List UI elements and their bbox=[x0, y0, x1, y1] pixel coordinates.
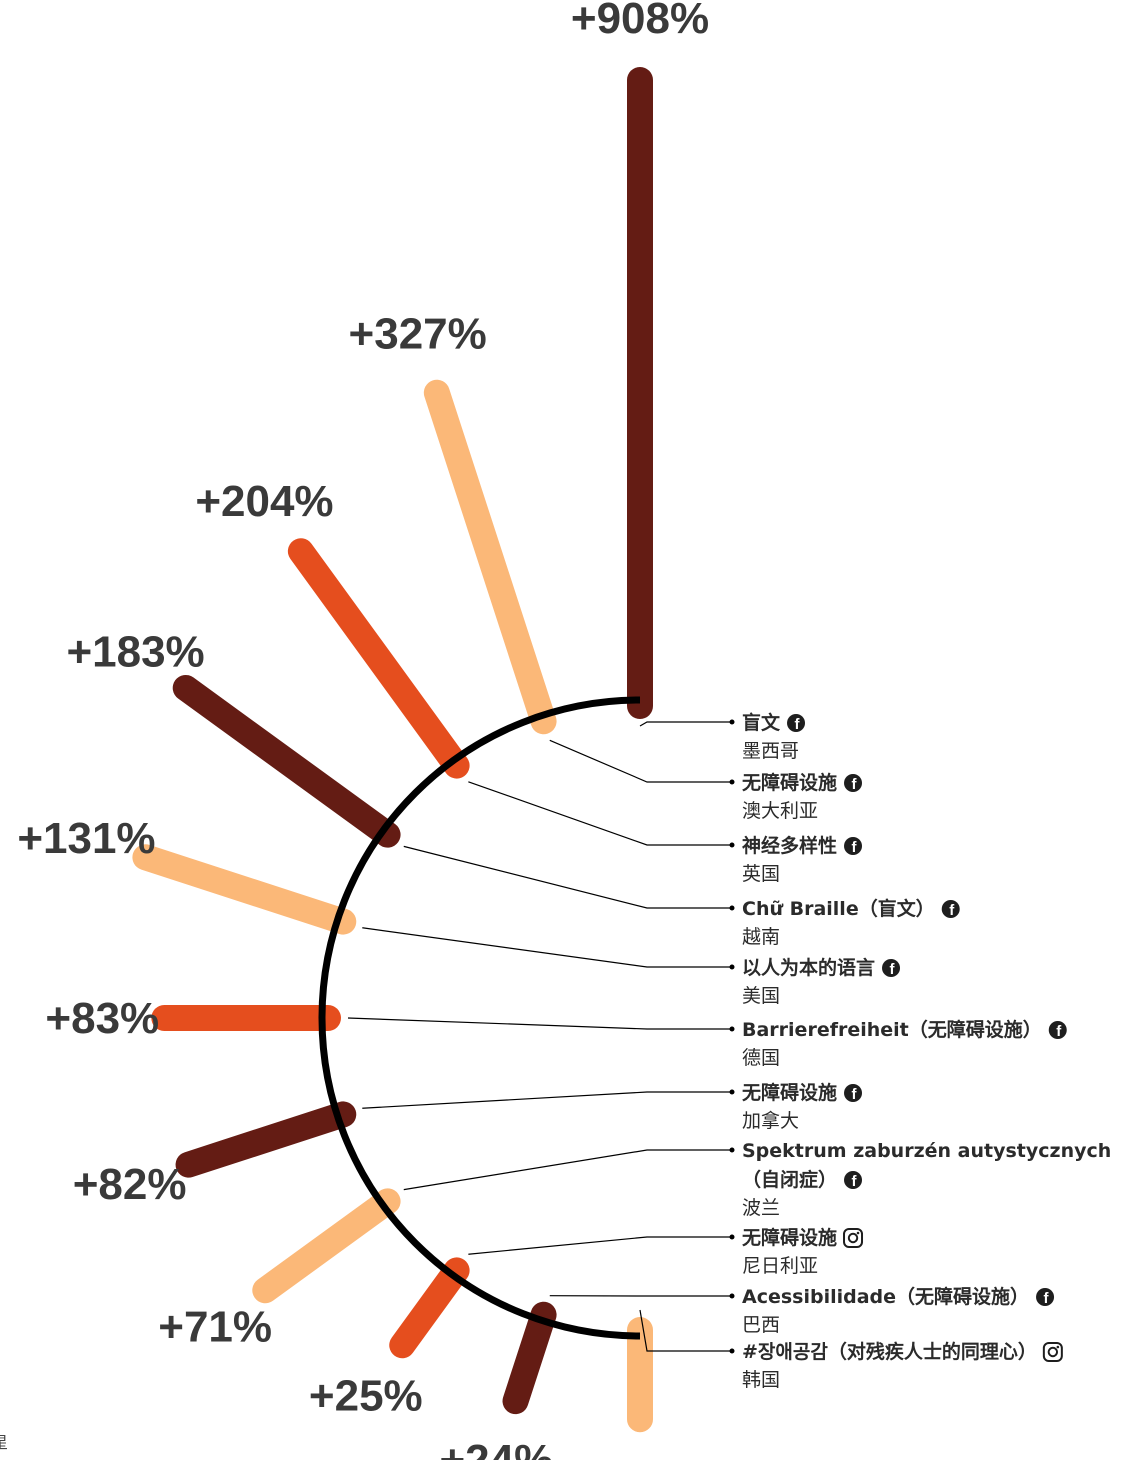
leader-line-7 bbox=[362, 1091, 730, 1109]
leader-lines-group bbox=[347, 719, 735, 1354]
leader-dot-10 bbox=[729, 1293, 735, 1299]
legend-country-8: 波兰 bbox=[742, 1197, 780, 1219]
leader-line-6 bbox=[347, 1017, 730, 1030]
legend-term-4: Chữ Braille（盲文） bbox=[742, 897, 935, 920]
legend-country-3: 英国 bbox=[742, 863, 780, 885]
legend-term-9: 无障碍设施 bbox=[742, 1226, 837, 1249]
svg-text:f: f bbox=[852, 1086, 858, 1103]
svg-text:f: f bbox=[949, 902, 955, 919]
svg-text:f: f bbox=[890, 961, 896, 978]
legend-country-5: 美国 bbox=[742, 985, 780, 1007]
leader-line-9 bbox=[468, 1236, 730, 1255]
value-label-11: +23% bbox=[583, 1457, 697, 1460]
leader-dot-9 bbox=[729, 1234, 735, 1240]
bar-2 bbox=[423, 379, 557, 735]
bar-10 bbox=[502, 1301, 557, 1415]
facebook-icon: f bbox=[1048, 1021, 1067, 1040]
value-label-4: +183% bbox=[66, 628, 204, 677]
bar-3 bbox=[287, 538, 470, 779]
facebook-icon: f bbox=[844, 1171, 863, 1190]
legend-country-11: 韩国 bbox=[742, 1369, 780, 1391]
value-label-2: +327% bbox=[349, 310, 487, 359]
legend-country-10: 巴西 bbox=[742, 1314, 780, 1336]
svg-text:f: f bbox=[852, 776, 858, 793]
facebook-icon: f bbox=[1036, 1288, 1055, 1307]
svg-text:f: f bbox=[852, 1173, 858, 1190]
legend-term-3: 神经多样性 bbox=[742, 834, 837, 857]
legend-country-6: 德国 bbox=[742, 1047, 780, 1069]
facebook-icon: f bbox=[941, 900, 960, 919]
leader-line-2 bbox=[549, 739, 730, 783]
legend-term-7: 无障碍设施 bbox=[742, 1081, 837, 1104]
bar-9 bbox=[389, 1257, 470, 1359]
instagram-icon bbox=[1042, 1342, 1063, 1362]
leader-dot-4 bbox=[729, 905, 735, 911]
leader-dot-11 bbox=[729, 1348, 735, 1354]
edge-fragment: 星 bbox=[0, 1433, 8, 1452]
leader-dot-6 bbox=[729, 1026, 735, 1032]
facebook-icon: f bbox=[844, 1084, 863, 1103]
value-label-8: +71% bbox=[158, 1303, 272, 1352]
instagram-icon bbox=[843, 1228, 864, 1248]
svg-text:f: f bbox=[1044, 1290, 1050, 1307]
legend-term-1: 盲文 bbox=[742, 711, 781, 734]
svg-text:f: f bbox=[852, 839, 858, 856]
leader-dot-5 bbox=[729, 964, 735, 970]
value-label-10: +24% bbox=[439, 1436, 553, 1460]
bar-4 bbox=[172, 674, 401, 848]
facebook-icon: f bbox=[844, 837, 863, 856]
value-label-3: +204% bbox=[195, 477, 333, 526]
value-label-6: +83% bbox=[45, 994, 159, 1043]
legend-term-11: #장애공감（对残疾人士的同理心） bbox=[742, 1340, 1037, 1363]
bars-group bbox=[132, 67, 653, 1433]
facebook-icon: f bbox=[882, 959, 901, 978]
leader-dot-3 bbox=[729, 842, 735, 848]
legend-term-2: 无障碍设施 bbox=[742, 771, 837, 794]
leader-line-5 bbox=[362, 927, 730, 968]
value-labels-group: +908% +327% +204% +183% +131% +83% +82% +71% +25… bbox=[17, 0, 709, 1460]
leader-dot-7 bbox=[729, 1089, 735, 1095]
leader-line-3 bbox=[468, 781, 730, 846]
legend-term-10: Acessibilidade（无障碍设施） bbox=[742, 1285, 1029, 1308]
leader-line-4 bbox=[403, 845, 730, 909]
bar-8 bbox=[252, 1188, 401, 1304]
legend-term-5: 以人为本的语言 bbox=[742, 956, 875, 979]
legend-term-cont-8: （自闭症） bbox=[742, 1168, 837, 1191]
value-label-5: +131% bbox=[17, 814, 155, 863]
leader-dot-1 bbox=[729, 719, 735, 725]
legend-country-9: 尼日利亚 bbox=[742, 1255, 818, 1277]
leader-dot-2 bbox=[729, 779, 735, 785]
value-label-1: +908% bbox=[571, 0, 709, 43]
value-label-9: +25% bbox=[309, 1371, 423, 1420]
value-label-7: +82% bbox=[73, 1160, 187, 1209]
legend-country-7: 加拿大 bbox=[742, 1109, 799, 1132]
baseline-arc bbox=[318, 696, 641, 1340]
legend-country-4: 越南 bbox=[742, 926, 780, 948]
leader-line-11 bbox=[639, 1309, 730, 1352]
leader-line-1 bbox=[639, 721, 730, 727]
leader-dot-8 bbox=[729, 1147, 735, 1153]
svg-text:f: f bbox=[795, 716, 801, 733]
legend-country-1: 墨西哥 bbox=[742, 740, 799, 762]
bar-5 bbox=[132, 844, 357, 935]
facebook-icon: f bbox=[787, 714, 806, 733]
svg-text:f: f bbox=[1056, 1023, 1062, 1040]
legend-term-6: Barrierefreiheit（无障碍设施） bbox=[742, 1018, 1042, 1041]
bar-7 bbox=[175, 1101, 357, 1178]
leader-line-8 bbox=[403, 1149, 730, 1191]
baseline-arc-group bbox=[318, 696, 641, 1340]
legend-term-8: Spektrum zaburzén autystycznych bbox=[742, 1140, 1111, 1162]
legend-country-2: 澳大利亚 bbox=[742, 800, 818, 822]
facebook-icon: f bbox=[844, 774, 863, 793]
